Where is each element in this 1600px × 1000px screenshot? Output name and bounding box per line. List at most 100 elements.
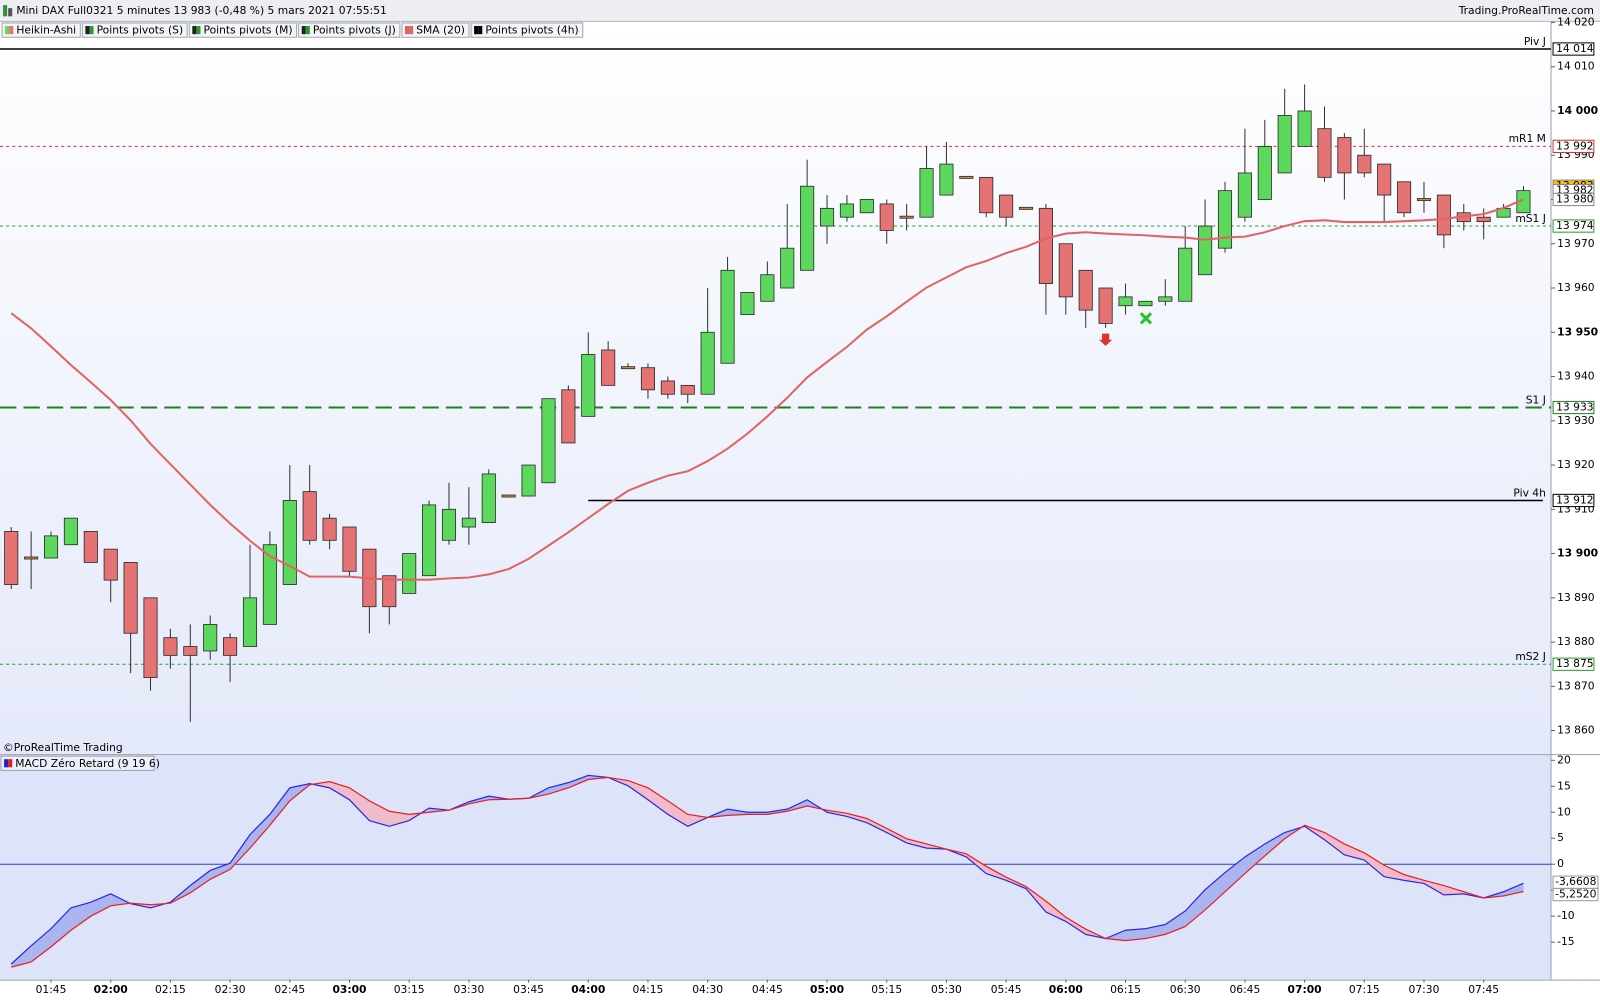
sell-signal: [1098, 333, 1113, 346]
macd-fill: [369, 800, 390, 827]
indicator-button[interactable]: [0, 755, 155, 771]
candle-body: [1098, 287, 1113, 324]
candle-body: [939, 163, 954, 196]
candle-body: [979, 176, 994, 214]
candle-body: [123, 562, 138, 634]
indicator-icon: [8, 759, 13, 768]
x-tick-label: 01:45: [36, 983, 67, 996]
y-tick-label: 14 000: [1557, 104, 1598, 117]
candle-body: [302, 491, 317, 541]
candle-body: [541, 398, 556, 484]
macd-fill: [1125, 928, 1146, 941]
candle-body: [1138, 300, 1153, 307]
candle-body: [1416, 198, 1432, 201]
candle-body: [899, 215, 914, 219]
macd-fill: [329, 781, 350, 800]
y-tick-label: 20: [1557, 753, 1571, 766]
macd-fill: [90, 893, 111, 917]
x-tick-label: 04:45: [752, 983, 783, 996]
macd-fill: [70, 902, 91, 931]
indicator-button[interactable]: [1, 22, 81, 38]
pivot-level-name: mS1 J: [1515, 212, 1546, 225]
x-tick-label: 06:45: [1229, 983, 1260, 996]
macd-fill: [31, 928, 52, 962]
indicator-label: Points pivots (M): [204, 24, 293, 37]
pivot-level-name: Piv 4h: [1513, 486, 1546, 499]
macd-fill: [667, 800, 688, 827]
macd-fill: [1423, 880, 1444, 895]
pivot-level-tag: [1552, 219, 1595, 233]
sma-line: [10, 198, 1524, 581]
indicator-icon: [196, 26, 201, 35]
y-tick-label: 15: [1557, 779, 1571, 792]
candle-body: [1257, 145, 1272, 200]
macd-fill: [389, 811, 410, 827]
x-tick-label: 05:00: [810, 983, 844, 996]
pivot-level-tag-label: 13 912: [1556, 493, 1593, 506]
y-tick-label: 13 900: [1557, 547, 1598, 560]
candle-body: [1377, 163, 1392, 196]
x-tick-label: 07:45: [1468, 983, 1499, 996]
y-tick-label: 13 870: [1557, 679, 1595, 692]
candle-body: [163, 637, 178, 656]
x-tick-label: 03:15: [394, 983, 425, 996]
y-tick-label: 14 010: [1557, 60, 1595, 73]
candle-body: [1078, 269, 1093, 311]
candle-body: [999, 194, 1014, 218]
macd-fill: [230, 834, 250, 870]
candle-body: [601, 349, 616, 386]
candle-body: [1277, 114, 1292, 174]
price-tag-label: 13 980: [1556, 192, 1594, 205]
pivot-level-tag-label: 13 974: [1556, 219, 1594, 232]
candle-body: [1357, 154, 1372, 174]
macd-fill: [51, 907, 71, 947]
candle-body: [83, 531, 98, 563]
candle-body: [700, 331, 715, 395]
y-tick-label: -10: [1557, 909, 1575, 922]
watermark: ©ProRealTime Trading: [3, 741, 123, 754]
x-tick-label: 05:30: [931, 983, 962, 996]
y-tick-label: 13 960: [1557, 281, 1595, 294]
candle-body: [43, 535, 59, 559]
pivot-level-tag: [1552, 42, 1595, 56]
macd-fill: [628, 780, 648, 800]
indicator-button[interactable]: [298, 22, 401, 38]
indicator-icon: [404, 26, 410, 35]
y-tick-label: 0: [1557, 857, 1564, 870]
pivot-level-tag: [1552, 493, 1595, 508]
x-tick-label: 07:00: [1288, 983, 1322, 996]
y-tick-label: 14 020: [1557, 15, 1595, 28]
y-tick-label: 13 860: [1557, 724, 1595, 737]
indicator-button[interactable]: [188, 22, 298, 38]
indicator-button[interactable]: [81, 22, 188, 38]
candle-body: [561, 389, 576, 444]
candle-body: [1297, 110, 1312, 147]
candle-body: [1118, 296, 1133, 307]
macd-fill: [190, 870, 211, 893]
x-tick-label: 07:30: [1409, 983, 1440, 996]
last-value-tag: [1552, 887, 1599, 902]
indicator-button[interactable]: [401, 22, 470, 38]
x-tick-label: 04:30: [692, 983, 723, 996]
macd-fill: [568, 775, 589, 788]
indicator-icon: [478, 26, 483, 35]
macd-fill: [986, 866, 1007, 881]
pivot-level-tag-label: 13 875: [1556, 657, 1593, 670]
price-tag: [1552, 192, 1595, 207]
candle-body: [1198, 225, 1213, 276]
x-tick-label: 04:15: [633, 983, 664, 996]
indicator-button[interactable]: [470, 22, 584, 38]
macd-fill: [1324, 832, 1345, 855]
pivot-level-tag-label: 14 014: [1556, 42, 1594, 55]
candle-body: [382, 575, 397, 608]
y-tick-label: 13 970: [1557, 237, 1595, 250]
candle-body: [223, 637, 238, 656]
candle-body: [242, 597, 258, 647]
indicator-icon: [301, 26, 306, 35]
candle-body: [422, 504, 437, 577]
macd-fill: [548, 782, 569, 795]
candle-body: [1217, 190, 1233, 249]
x-tick-label: 02:45: [274, 983, 305, 996]
candle-body: [4, 531, 19, 585]
y-tick-label: 13 930: [1557, 414, 1595, 427]
